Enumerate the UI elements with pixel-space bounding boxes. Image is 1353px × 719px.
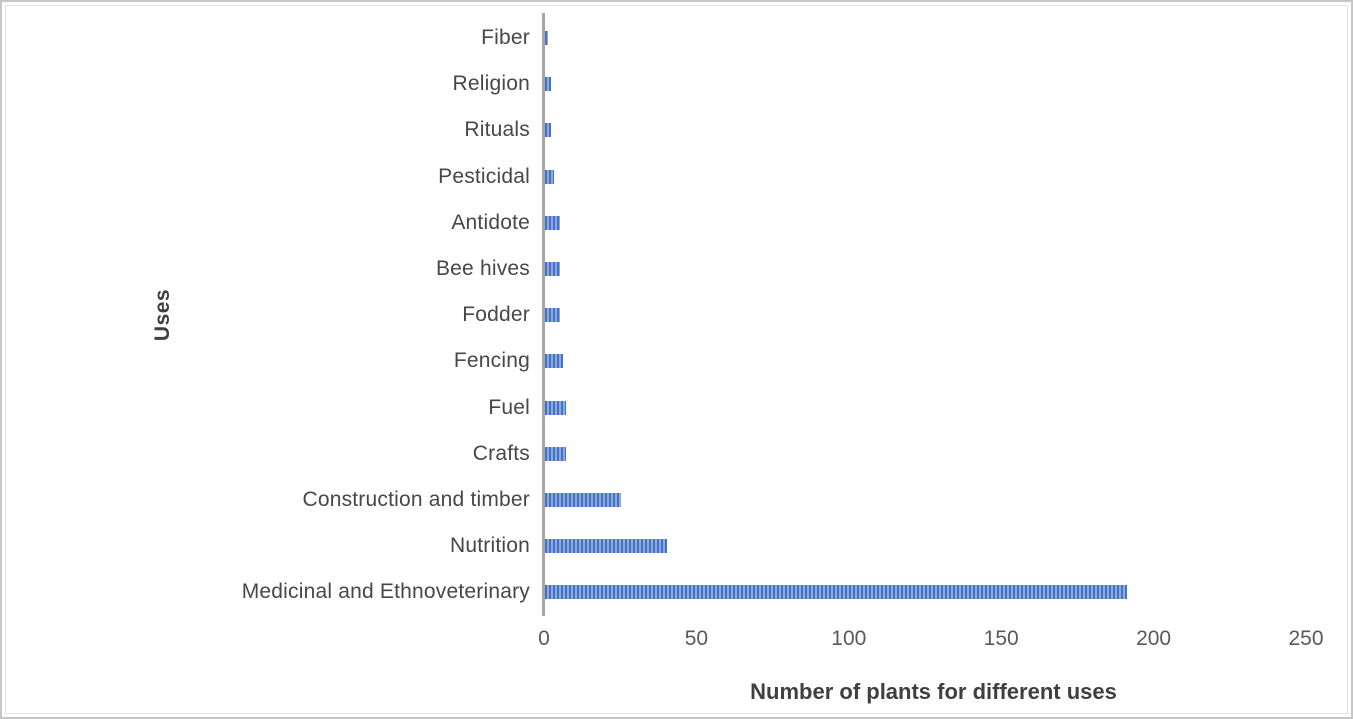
bar-nutrition [545, 539, 667, 554]
chart-row: Nutrition [6, 523, 1347, 569]
chart-row: Antidote [6, 200, 1347, 246]
chart-row: Fodder [6, 292, 1347, 338]
chart-row: Fiber [6, 15, 1347, 61]
chart-row: Fuel [6, 385, 1347, 431]
chart-row: Pesticidal [6, 154, 1347, 200]
category-label: Rituals [464, 118, 530, 142]
category-label: Religion [452, 72, 530, 96]
category-label: Crafts [472, 441, 530, 465]
bar-track [544, 492, 1347, 507]
x-tick-label: 0 [538, 627, 550, 650]
category-label: Antidote [451, 210, 530, 234]
chart-rows: Fiber Religion Rituals Pesticidal Antidote Be… [6, 15, 1347, 615]
bar-antidote [545, 215, 561, 230]
category-label: Construction and timber [302, 487, 530, 511]
bar-track [544, 308, 1347, 323]
x-tick-label: 50 [684, 627, 709, 650]
bar-track [544, 585, 1347, 600]
chart-row: Rituals [6, 107, 1347, 153]
chart-row: Bee hives [6, 246, 1347, 292]
bar-track [544, 446, 1347, 461]
y-axis-line [542, 13, 545, 616]
x-tick-label: 150 [983, 627, 1019, 650]
bar-fodder [545, 308, 561, 323]
chart-row: Crafts [6, 431, 1347, 477]
bar-track [544, 31, 1347, 46]
chart-row: Fencing [6, 338, 1347, 384]
bar-crafts [545, 446, 567, 461]
x-axis-ticks: 0 50 100 150 200 250 [6, 627, 1347, 655]
category-label: Pesticidal [438, 164, 530, 188]
x-tick-label: 200 [1136, 627, 1172, 650]
bar-fiber [545, 31, 548, 46]
bar-pesticidal [545, 169, 555, 184]
bar-fuel [545, 400, 567, 415]
chart-row: Religion [6, 61, 1347, 107]
bar-track [544, 539, 1347, 554]
category-label: Nutrition [450, 534, 530, 558]
category-label: Fencing [453, 349, 530, 373]
figure-inner-frame: Fiber Religion Rituals Pesticidal Antidote Be… [5, 5, 1348, 714]
bar-track [544, 262, 1347, 277]
bar-fencing [545, 354, 564, 369]
x-axis-title: Number of plants for different uses [750, 679, 1117, 704]
bar-religion [545, 77, 552, 92]
category-label: Bee hives [435, 257, 530, 281]
y-axis-title: Uses [151, 288, 174, 342]
bar-medicinal-and-ethnoveterinary [545, 585, 1128, 600]
bar-construction-and-timber [545, 492, 622, 507]
bar-bee-hives [545, 262, 561, 277]
bar-track [544, 123, 1347, 138]
bar-rituals [545, 123, 552, 138]
category-label: Fuel [488, 395, 530, 419]
x-tick-label: 250 [1288, 627, 1324, 650]
category-label: Medicinal and Ethnoveterinary [241, 580, 530, 604]
bar-track [544, 215, 1347, 230]
bar-track [544, 400, 1347, 415]
bar-track [544, 77, 1347, 92]
bar-chart: Fiber Religion Rituals Pesticidal Antidote Be… [6, 6, 1347, 713]
bar-track [544, 354, 1347, 369]
category-label: Fodder [462, 303, 530, 327]
chart-row: Construction and timber [6, 477, 1347, 523]
category-label: Fiber [481, 26, 530, 50]
bar-track [544, 169, 1347, 184]
x-tick-label: 100 [831, 627, 867, 650]
chart-row: Medicinal and Ethnoveterinary [6, 569, 1347, 615]
